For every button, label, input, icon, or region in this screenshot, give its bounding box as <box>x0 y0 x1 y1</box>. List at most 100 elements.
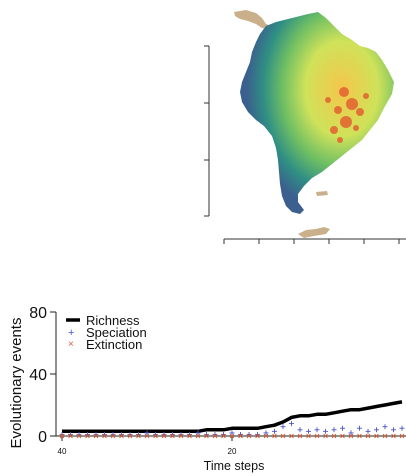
extinction-point-b <box>272 433 277 439</box>
extinction-point <box>195 433 201 439</box>
extinction-point-b <box>382 433 388 439</box>
extinction-point <box>119 433 124 439</box>
y-tick-label: 0 <box>38 429 47 446</box>
speciation-point <box>314 427 320 433</box>
extinction-point <box>340 433 345 439</box>
extinction-point <box>391 433 396 439</box>
legend-richness-label: Richness <box>86 313 140 328</box>
extinction-point <box>399 433 405 439</box>
speciation-point <box>289 421 294 427</box>
extinction-point <box>204 433 209 439</box>
extinction-point-b <box>255 433 260 439</box>
south-america-richness-map <box>240 12 394 214</box>
speciation-point <box>272 428 277 434</box>
extinction-point <box>323 433 328 439</box>
extinction-point-b <box>374 433 379 439</box>
x-tick-label: 20 <box>228 447 237 456</box>
extinction-point-b <box>119 433 124 439</box>
extinction-point <box>365 433 371 439</box>
extinction-point-b <box>331 433 337 439</box>
extinction-point <box>331 433 337 439</box>
legend-speciation-label: Speciation <box>86 325 147 340</box>
extinction-point-b <box>110 433 116 439</box>
extinction-point <box>170 433 175 439</box>
extinction-point-b <box>204 433 209 439</box>
map-left-axis <box>204 45 210 217</box>
extinction-point-b <box>212 433 218 439</box>
extinction-point <box>382 433 388 439</box>
extinction-point <box>85 433 90 439</box>
extinction-point <box>238 433 243 439</box>
extinction-point-b <box>306 433 311 439</box>
speciation-point <box>144 430 150 436</box>
extinction-point-b <box>68 433 73 439</box>
extinction-point <box>306 433 311 439</box>
speciation-point <box>391 427 396 433</box>
extinction-point-b <box>357 433 362 439</box>
extinction-point-b <box>85 433 90 439</box>
extinction-point-b <box>102 433 107 439</box>
speciation-point <box>306 428 311 434</box>
x-axis-label: Time steps <box>204 459 265 473</box>
speciation-point <box>374 427 379 433</box>
extinction-point-b <box>289 433 294 439</box>
speciation-point <box>348 430 354 436</box>
speciation-point <box>229 430 235 436</box>
extinction-point-b <box>221 433 226 439</box>
extinction-point-b <box>153 433 158 439</box>
extinction-point <box>68 433 73 439</box>
extinction-point <box>93 433 99 439</box>
legend-extinction-label: Extinction <box>86 337 142 352</box>
extinction-point-b <box>323 433 328 439</box>
extinction-point-b <box>161 433 167 439</box>
speciation-point <box>195 430 201 436</box>
extinction-point-b <box>187 433 192 439</box>
extinction-point <box>374 433 379 439</box>
extinction-point <box>136 433 141 439</box>
speciation-point <box>382 424 388 430</box>
extinction-point <box>178 433 184 439</box>
speciation-point <box>357 425 362 431</box>
extinction-point-b <box>365 433 371 439</box>
extinction-point <box>280 433 286 439</box>
extinction-point-b <box>144 433 150 439</box>
extinction-point <box>263 433 269 439</box>
x-tick-label: 40 <box>58 447 67 456</box>
extinction-point-b <box>280 433 286 439</box>
extinction-point <box>272 433 277 439</box>
extinction-point-b <box>136 433 141 439</box>
extinction-point-b <box>348 433 354 439</box>
extinction-point <box>229 433 235 439</box>
extinction-point <box>297 433 303 439</box>
extinction-point <box>246 433 252 439</box>
extinction-point-b <box>399 433 405 439</box>
richness-map-panel <box>204 10 406 244</box>
extinction-point <box>153 433 158 439</box>
extinction-point-b <box>178 433 184 439</box>
extinction-point-b <box>170 433 175 439</box>
speciation-point <box>280 424 286 430</box>
extinction-point-b <box>263 433 269 439</box>
extinction-point <box>221 433 226 439</box>
map-bottom-axis <box>223 238 406 244</box>
extinction-point <box>59 433 65 439</box>
extinction-point-b <box>195 433 201 439</box>
extinction-point <box>212 433 218 439</box>
speciation-point <box>263 430 269 436</box>
extinction-point <box>357 433 362 439</box>
y-axis-label: Evolutionary events <box>8 318 25 449</box>
extinction-point <box>289 433 294 439</box>
speciation-point <box>340 425 345 431</box>
legend-extinction-symbol: × <box>68 339 74 350</box>
extinction-point <box>161 433 167 439</box>
speciation-point <box>331 427 337 433</box>
legend: Richness + Speciation × Extinction <box>66 313 147 352</box>
extinction-point-b <box>59 433 65 439</box>
speciation-point <box>365 428 371 434</box>
speciation-point <box>297 427 303 433</box>
central-america-land <box>234 10 271 30</box>
extinction-point-b <box>229 433 235 439</box>
island-land <box>298 191 330 238</box>
y-tick-label: 40 <box>29 367 47 384</box>
extinction-point-b <box>297 433 303 439</box>
